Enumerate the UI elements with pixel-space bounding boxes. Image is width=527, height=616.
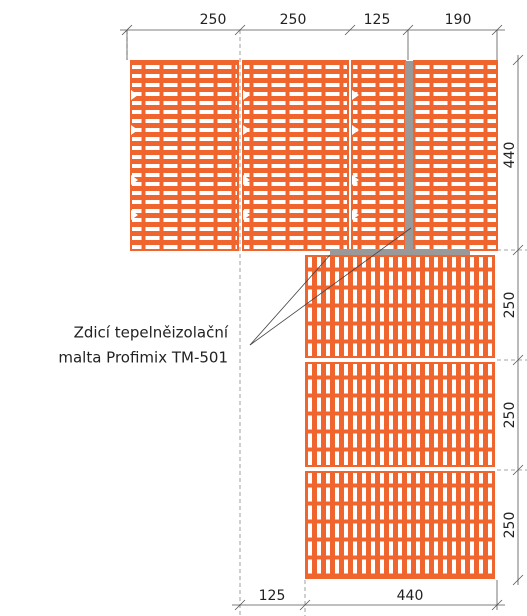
block — [130, 60, 239, 251]
leader-line — [249, 227, 412, 346]
mortar — [330, 249, 470, 257]
ticks — [512, 54, 524, 586]
tick — [512, 244, 524, 256]
dimension-label: 250 — [502, 402, 518, 429]
mortar — [405, 61, 414, 253]
dimension-label: 190 — [445, 12, 472, 28]
dimension-label: 125 — [259, 588, 286, 604]
tick — [512, 354, 524, 366]
block — [305, 255, 495, 358]
tick — [344, 24, 356, 36]
tick — [512, 464, 524, 476]
block — [351, 60, 406, 251]
dimension-label: 250 — [502, 292, 518, 319]
dimension-label: 440 — [502, 142, 518, 169]
tick — [299, 599, 311, 611]
ticks — [234, 580, 503, 611]
ticks — [121, 24, 503, 60]
tick — [234, 24, 246, 36]
tick — [234, 599, 246, 611]
dimension-label: 250 — [502, 512, 518, 539]
dimension-label: 125 — [364, 12, 391, 28]
tick — [512, 574, 524, 586]
block — [413, 60, 498, 251]
callout-label: malta Profimix TM-501 — [58, 349, 228, 367]
leader-line — [249, 254, 331, 346]
block — [242, 60, 349, 251]
callout-label: Zdicí tepelněizolační — [74, 324, 229, 342]
dimension-label: 250 — [200, 12, 227, 28]
dimension-label: 250 — [280, 12, 307, 28]
dimension-label: 440 — [397, 588, 424, 604]
block — [305, 471, 495, 579]
block — [305, 362, 495, 467]
tick — [512, 54, 524, 66]
